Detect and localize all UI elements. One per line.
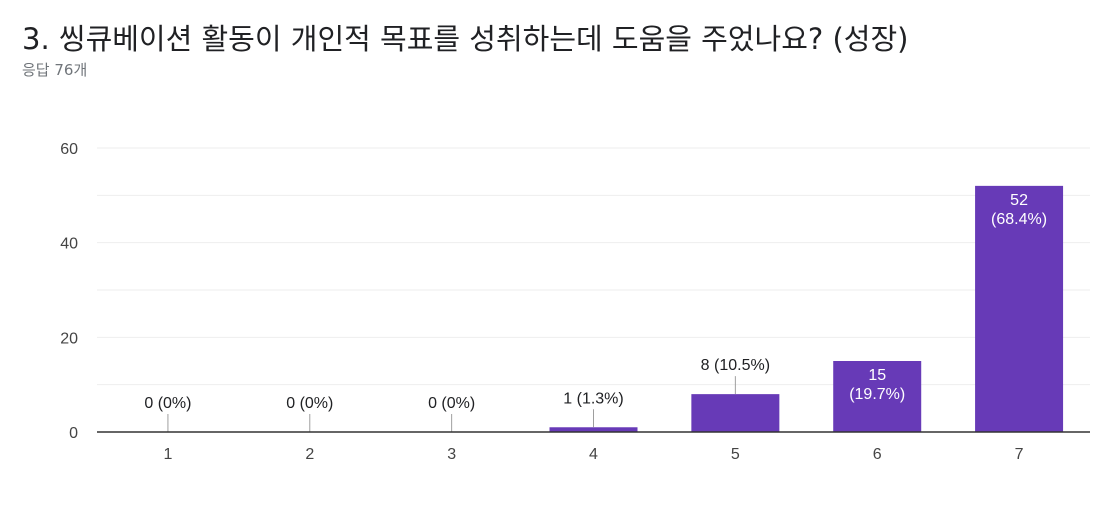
data-label: 8 (10.5%) — [701, 357, 770, 374]
y-tick-label: 40 — [60, 236, 78, 253]
y-tick-label: 0 — [69, 425, 78, 442]
x-tick-label: 7 — [1015, 446, 1024, 463]
x-tick-label: 5 — [731, 446, 740, 463]
chart-header: 3. 씽큐베이션 활동이 개인적 목표를 성취하는데 도움을 주었나요? (성장… — [22, 20, 908, 80]
data-label: 15 — [868, 367, 886, 384]
bar — [975, 185, 1064, 432]
bar — [549, 427, 638, 432]
data-label: 1 (1.3%) — [563, 390, 623, 407]
x-tick-label: 6 — [873, 446, 882, 463]
data-label: 52 — [1010, 192, 1028, 209]
data-label: 0 (0%) — [428, 395, 475, 412]
data-label: (68.4%) — [991, 211, 1047, 228]
y-tick-label: 20 — [60, 330, 78, 347]
x-tick-label: 2 — [305, 446, 314, 463]
data-label: 0 (0%) — [144, 395, 191, 412]
bar — [691, 394, 780, 432]
response-count: 응답 76개 — [22, 61, 88, 79]
x-tick-label: 1 — [163, 446, 172, 463]
page-title: 3. 씽큐베이션 활동이 개인적 목표를 성취하는데 도움을 주었나요? (성장… — [22, 22, 909, 56]
y-tick-label: 60 — [60, 141, 78, 158]
x-tick-label: 3 — [447, 446, 456, 463]
data-label: 0 (0%) — [286, 395, 333, 412]
data-label: (19.7%) — [849, 386, 905, 403]
bar — [833, 361, 922, 432]
x-tick-label: 4 — [589, 446, 598, 463]
